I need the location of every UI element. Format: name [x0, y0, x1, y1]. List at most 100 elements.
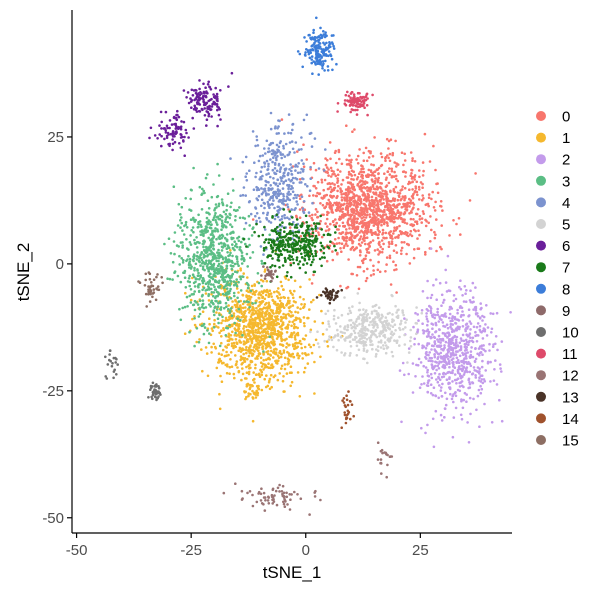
data-point: [263, 228, 267, 231]
data-point: [425, 315, 428, 318]
data-point: [202, 245, 205, 249]
data-point: [350, 197, 354, 200]
data-point: [398, 202, 401, 206]
data-point: [218, 108, 221, 111]
data-point: [294, 141, 298, 144]
data-point: [385, 256, 389, 259]
data-point: [426, 328, 430, 332]
data-point: [280, 343, 284, 347]
data-point: [424, 250, 427, 254]
data-point: [298, 178, 302, 181]
data-point: [182, 271, 185, 275]
data-point: [212, 95, 216, 99]
data-point: [202, 332, 206, 336]
data-point: [393, 339, 396, 342]
data-point: [232, 247, 235, 250]
data-point: [368, 215, 372, 219]
data-point: [420, 221, 424, 224]
data-point: [352, 186, 355, 190]
data-point: [374, 177, 377, 180]
data-point: [245, 172, 248, 175]
data-point: [238, 245, 242, 249]
data-point: [479, 330, 482, 333]
data-point: [355, 324, 359, 328]
data-point: [311, 213, 314, 217]
data-point: [358, 249, 362, 252]
data-point: [392, 319, 396, 322]
data-point: [348, 181, 351, 184]
data-point: [220, 228, 223, 231]
data-point: [291, 320, 295, 324]
data-point: [490, 421, 494, 424]
data-point: [364, 254, 368, 257]
data-point: [344, 233, 348, 236]
data-point: [463, 342, 467, 346]
data-point: [364, 180, 367, 183]
data-point: [465, 333, 469, 337]
data-point: [280, 303, 284, 306]
data-point: [433, 230, 436, 234]
data-point: [307, 343, 311, 347]
data-point: [362, 216, 366, 219]
data-point: [273, 300, 277, 304]
data-point: [269, 221, 273, 224]
data-point: [468, 299, 472, 302]
data-point: [181, 246, 184, 249]
data-point: [414, 185, 418, 188]
data-point: [247, 237, 251, 241]
data-point: [208, 332, 211, 335]
data-point: [472, 397, 475, 401]
data-point: [234, 345, 237, 349]
data-point: [357, 213, 360, 217]
data-point: [209, 226, 213, 230]
data-point: [434, 409, 438, 413]
data-point: [362, 170, 366, 174]
data-point: [443, 313, 446, 317]
data-point: [220, 198, 224, 201]
data-point: [435, 249, 438, 253]
data-point: [262, 334, 266, 337]
data-point: [498, 363, 502, 366]
data-point: [212, 294, 215, 298]
data-point: [473, 369, 477, 372]
data-point: [339, 247, 342, 250]
data-point: [198, 87, 201, 91]
data-point: [389, 336, 393, 339]
data-point: [394, 304, 397, 308]
data-point: [294, 230, 297, 234]
data-point: [448, 338, 451, 341]
data-point: [402, 218, 405, 221]
data-point: [207, 80, 210, 84]
data-point: [167, 237, 171, 240]
data-point: [465, 289, 468, 292]
data-point: [384, 156, 388, 159]
data-point: [415, 222, 419, 226]
data-point: [447, 350, 451, 353]
data-point: [270, 229, 274, 232]
data-point: [400, 206, 404, 209]
data-point: [463, 371, 467, 374]
data-point: [347, 170, 351, 174]
data-point: [172, 240, 176, 243]
data-point: [371, 155, 375, 158]
data-point: [251, 389, 254, 393]
data-point: [381, 228, 385, 232]
data-point: [320, 178, 324, 182]
data-point: [401, 311, 405, 314]
data-point: [419, 361, 423, 364]
data-point: [345, 336, 348, 339]
data-point: [386, 206, 390, 209]
data-point: [253, 381, 256, 384]
data-point: [461, 310, 464, 313]
data-point: [360, 319, 364, 322]
data-point: [253, 335, 256, 339]
data-point: [358, 148, 361, 151]
data-point: [359, 212, 362, 215]
data-point: [187, 254, 190, 258]
data-point: [448, 387, 452, 391]
data-point: [440, 347, 443, 351]
data-point: [446, 326, 450, 330]
data-point: [213, 313, 216, 317]
data-point: [282, 288, 285, 291]
data-point: [335, 221, 339, 225]
